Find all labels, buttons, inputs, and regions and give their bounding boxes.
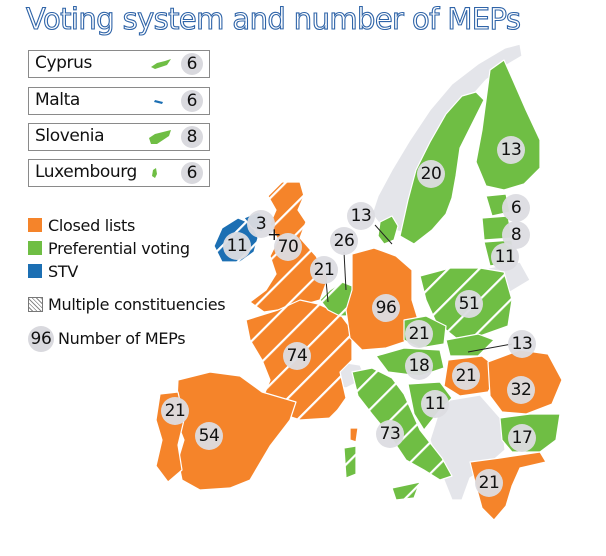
mep-label-great-britain: 70 bbox=[274, 233, 302, 261]
legend-closed-lists: Closed lists bbox=[28, 216, 135, 235]
region-sicily bbox=[391, 481, 421, 501]
legend-stv: STV bbox=[28, 262, 78, 281]
malta-shape-icon bbox=[154, 100, 163, 104]
mep-count: 6 bbox=[181, 162, 203, 184]
mep-label-lithuania: 11 bbox=[491, 243, 519, 271]
mep-label-estonia: 6 bbox=[502, 194, 530, 222]
mep-label-finland: 13 bbox=[497, 136, 525, 164]
mep-label-greece: 21 bbox=[475, 469, 503, 497]
mep-label-bulgaria: 17 bbox=[508, 424, 536, 452]
mep-label-slovakia: 13 bbox=[508, 330, 536, 358]
small-state-luxembourg: Luxembourg 6 bbox=[28, 159, 210, 187]
mep-label-denmark: 13 bbox=[347, 202, 375, 230]
mep-label-croatia: 11 bbox=[421, 390, 449, 418]
page-title: Voting system and number of MEPs bbox=[25, 1, 521, 36]
mep-count: 8 bbox=[181, 126, 203, 148]
region-denmark bbox=[377, 215, 399, 245]
luxembourg-shape-icon bbox=[152, 168, 157, 178]
mep-count: 6 bbox=[181, 53, 203, 75]
mep-label-france: 74 bbox=[283, 342, 311, 370]
small-state-name: Slovenia bbox=[35, 126, 105, 146]
mep-label-northern-ireland: 3 bbox=[247, 210, 275, 238]
mep-label-czech-republic: 21 bbox=[405, 320, 433, 348]
leader-line-denmark bbox=[374, 224, 393, 245]
region-spain bbox=[175, 371, 297, 491]
small-state-cyprus: Cyprus 6 bbox=[28, 50, 210, 78]
cyprus-shape-icon bbox=[151, 59, 171, 69]
mep-circle-sample: 96 bbox=[28, 326, 54, 352]
legend-preferential-voting: Preferential voting bbox=[28, 239, 190, 258]
region-sardinia bbox=[343, 445, 357, 479]
small-state-name: Luxembourg bbox=[35, 162, 137, 182]
region-finland bbox=[475, 59, 541, 191]
slovenia-shape-icon bbox=[149, 130, 171, 144]
small-state-slovenia: Slovenia 8 bbox=[28, 123, 210, 151]
mep-label-austria: 18 bbox=[405, 352, 433, 380]
plus-sign: + bbox=[267, 225, 281, 245]
small-state-name: Malta bbox=[35, 90, 80, 110]
mep-count: 6 bbox=[181, 90, 203, 112]
leader-line-netherlands bbox=[343, 251, 347, 291]
mep-label-romania: 32 bbox=[507, 376, 535, 404]
region-corsica bbox=[349, 427, 359, 443]
preferential-voting-swatch bbox=[28, 241, 42, 255]
mep-label-sweden: 20 bbox=[417, 160, 445, 188]
small-state-name: Cyprus bbox=[35, 53, 92, 73]
region-east bbox=[529, 39, 606, 331]
mep-label-italy: 73 bbox=[376, 420, 404, 448]
region-italy bbox=[351, 367, 453, 481]
small-state-malta: Malta 6 bbox=[28, 87, 210, 115]
region-slovakia bbox=[445, 333, 495, 357]
mep-label-netherlands: 26 bbox=[330, 227, 358, 255]
hatch-pattern-icon bbox=[28, 297, 43, 312]
mep-label-poland: 51 bbox=[455, 290, 483, 318]
leader-line-slovakia bbox=[467, 343, 513, 353]
mep-label-spain: 54 bbox=[195, 422, 223, 450]
mep-label-belgium: 21 bbox=[310, 256, 338, 284]
mep-label-hungary: 21 bbox=[452, 362, 480, 390]
mep-label-ireland: 11 bbox=[223, 232, 251, 260]
mep-label-portugal: 21 bbox=[161, 397, 189, 425]
legend-number-of-meps: 96 Number of MEPs bbox=[28, 326, 186, 352]
mep-label-germany: 96 bbox=[372, 294, 400, 322]
stv-swatch bbox=[28, 264, 42, 278]
legend-multiple-constituencies: Multiple constituencies bbox=[28, 295, 226, 314]
closed-lists-swatch bbox=[28, 218, 42, 232]
